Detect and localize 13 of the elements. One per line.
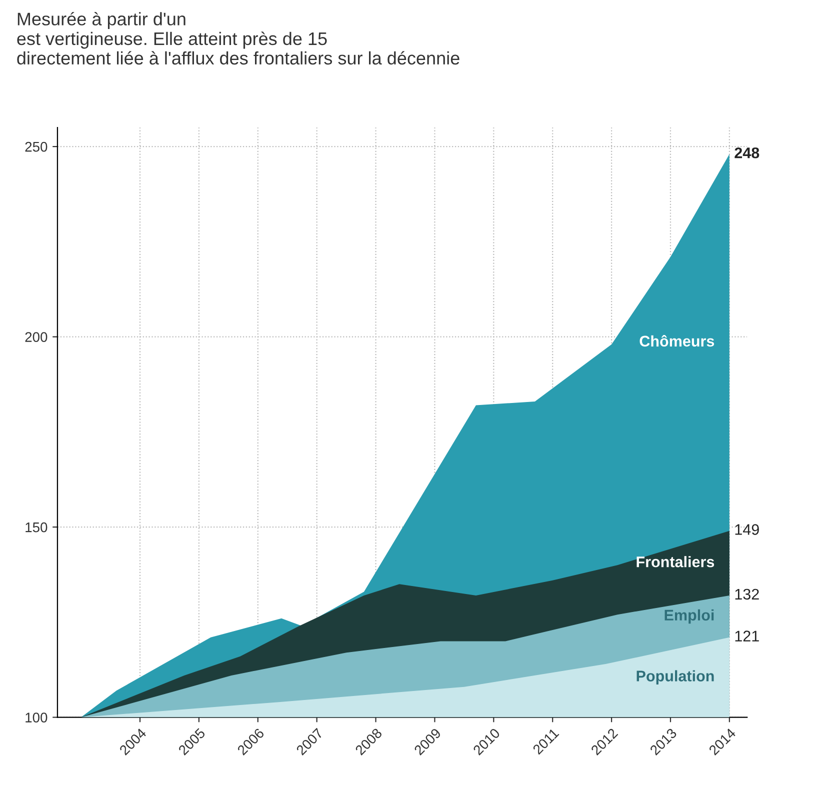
series-label: Frontaliers [636,556,714,568]
series-label: Emploi [664,609,714,624]
data-label: 121 [735,630,759,642]
y-tick-label: 150 [26,522,48,532]
series-label: Population [636,670,714,684]
y-tick-label: 100 [26,712,48,722]
data-label: 149 [735,524,759,535]
y-tick-label: 200 [25,332,48,342]
y-tick-label: 250 [25,142,48,152]
data-label: 248 [734,147,760,158]
data-label: 132 [735,588,759,600]
chart-subtitle: Mesurée à partir d'un est vertigineuse. Elle atteint près de 15 directement liée à l'afflux des frontaliers sur la décennie [17,12,460,65]
series-label: Chômeurs [640,335,714,347]
